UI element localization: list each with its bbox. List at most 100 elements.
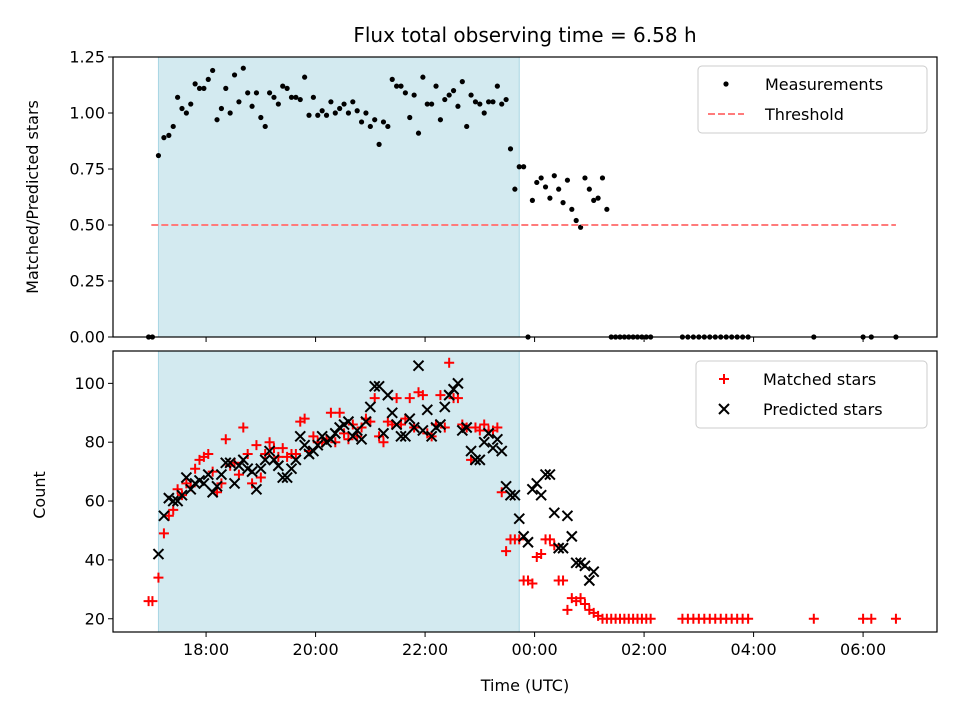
data-point [231, 72, 238, 78]
data-point [332, 110, 338, 116]
data-point [391, 393, 402, 404]
data-point [198, 477, 210, 490]
data-point [459, 79, 465, 85]
data-point [421, 404, 433, 416]
data-point [273, 451, 284, 462]
data-point [447, 383, 460, 395]
data-point [382, 389, 394, 401]
data-point [158, 510, 170, 522]
data-point [496, 487, 507, 498]
data-point [465, 445, 477, 457]
data-point [216, 478, 227, 489]
data-point [586, 186, 592, 192]
data-point [372, 117, 378, 123]
data-point [238, 422, 249, 433]
data-point [450, 88, 457, 94]
data-point [408, 421, 420, 434]
data-point [210, 67, 216, 74]
data-point [808, 613, 819, 624]
data-point [529, 197, 535, 203]
legend-label: Matched stars [763, 370, 876, 389]
data-point [468, 92, 474, 98]
data-point [374, 431, 385, 442]
x-tick-label: 04:00 [731, 640, 777, 659]
data-point [272, 460, 285, 472]
data-point [280, 83, 286, 89]
data-point [297, 96, 303, 103]
y-tick-label: 1.00 [69, 104, 105, 123]
data-point [582, 175, 588, 181]
data-point [246, 465, 258, 478]
data-point [558, 575, 569, 586]
data-point [202, 468, 214, 481]
data-point [263, 445, 276, 457]
data-point [501, 546, 512, 557]
data-point [424, 101, 430, 107]
data-point [743, 613, 754, 624]
data-point [547, 195, 553, 201]
data-point [249, 103, 255, 109]
data-point [201, 85, 207, 91]
data-point [579, 599, 590, 610]
data-point [412, 360, 425, 372]
data-point [207, 466, 218, 477]
data-point [190, 463, 201, 474]
data-point [307, 445, 320, 457]
x-tick-label: 06:00 [840, 640, 886, 659]
data-point [152, 548, 165, 560]
data-point [233, 460, 245, 472]
data-point [310, 94, 316, 100]
data-point [538, 175, 544, 181]
y-tick-label: 20 [85, 609, 105, 628]
data-point [294, 430, 306, 443]
data-point [569, 206, 575, 212]
data-point [298, 439, 311, 451]
data-point [259, 454, 271, 466]
data-point [264, 437, 275, 448]
data-point [206, 486, 219, 498]
chart-title: Flux total observing time = 6.58 h [353, 23, 696, 47]
legend-box [697, 65, 928, 134]
data-point [345, 110, 352, 116]
x-tick-label: 20:00 [293, 640, 339, 659]
data-point [446, 92, 452, 98]
data-point [526, 483, 539, 496]
data-point [557, 542, 569, 554]
data-point [443, 389, 455, 401]
data-point [290, 454, 302, 466]
legend-label: Measurements [765, 75, 883, 94]
y-tick-label: 40 [85, 550, 105, 569]
data-point [299, 413, 310, 424]
top-panel: 0.00 0.25 0.50 0.75 1.00 1.25 [69, 48, 938, 347]
y-tick-label: 80 [85, 433, 105, 452]
data-point [380, 119, 387, 125]
data-point [564, 177, 571, 183]
data-point [277, 443, 288, 454]
data-point [399, 430, 412, 443]
data-point [281, 471, 293, 484]
data-point [172, 484, 183, 495]
data-point [548, 507, 560, 519]
data-point [251, 440, 262, 451]
data-point [460, 421, 473, 434]
data-point [373, 380, 385, 393]
legend-label: Threshold [764, 105, 844, 124]
data-point [271, 94, 277, 100]
series-x [152, 360, 600, 587]
data-point [583, 574, 596, 587]
data-point [420, 74, 426, 80]
y-tick-label: 0.50 [69, 216, 105, 235]
data-point [175, 94, 181, 100]
y-tick-label: 100 [74, 374, 105, 393]
data-point [205, 76, 211, 82]
data-point [411, 92, 417, 98]
data-point [487, 442, 499, 454]
data-point [599, 175, 606, 181]
data-point [147, 596, 158, 607]
data-point [214, 117, 220, 123]
data-point [211, 480, 223, 493]
data-point [477, 101, 483, 107]
data-point [306, 112, 312, 118]
data-point [242, 448, 253, 459]
